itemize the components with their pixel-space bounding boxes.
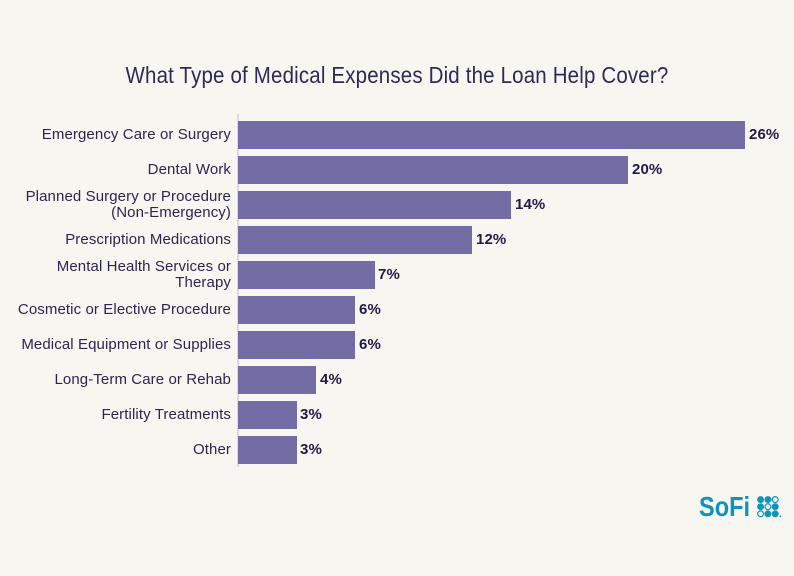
svg-text:SoFi: SoFi (699, 491, 750, 521)
